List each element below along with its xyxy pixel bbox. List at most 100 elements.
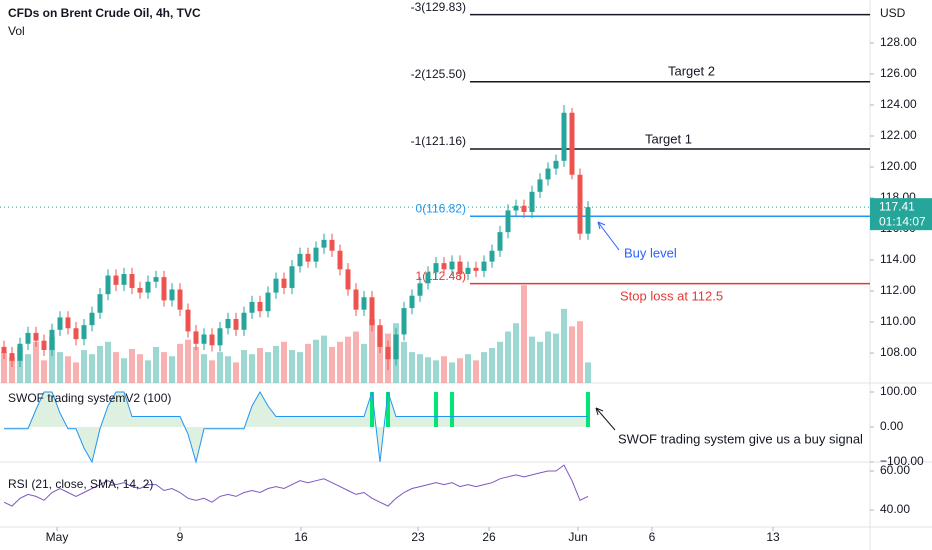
- volume-bar: [49, 336, 55, 383]
- volume-bar: [33, 341, 39, 383]
- candle-body: [273, 278, 279, 293]
- volume-bar: [401, 341, 407, 383]
- candle-body: [537, 179, 543, 192]
- y-tick-label: 114.00: [880, 252, 916, 266]
- volume-bar: [193, 346, 199, 383]
- candle-body: [521, 205, 527, 212]
- candle-body: [249, 301, 255, 313]
- x-tick-label: 13: [766, 530, 780, 544]
- volume-bar: [585, 362, 591, 383]
- candle-body: [529, 191, 535, 212]
- countdown-label: 01:14:07: [879, 214, 926, 228]
- x-tick-label: Jun: [568, 530, 587, 544]
- candle-body: [393, 334, 399, 360]
- currency-label: USD: [880, 6, 906, 20]
- indicator-line: [3, 464, 589, 507]
- level-label: -2(125.50): [411, 67, 466, 81]
- volume-bar: [505, 331, 511, 383]
- volume-bar: [161, 352, 167, 383]
- volume-bar: [185, 339, 191, 383]
- volume-bar: [305, 343, 311, 383]
- last-price-tag: [870, 198, 932, 231]
- volume-bar: [457, 358, 463, 383]
- volume-bar: [97, 345, 103, 383]
- volume-bar: [225, 356, 231, 383]
- level-label: -3(129.83): [411, 0, 466, 14]
- candle-body: [113, 275, 119, 285]
- x-tick-label: May: [46, 530, 69, 544]
- signal-bar: [386, 391, 390, 427]
- candle-body: [457, 261, 463, 274]
- chart-title: CFDs on Brent Crude Oil, 4h, TVC: [8, 6, 201, 20]
- volume-bar: [561, 308, 567, 383]
- volume-bar: [521, 285, 527, 383]
- volume-bar: [497, 341, 503, 383]
- candle-body: [513, 205, 519, 211]
- volume-bar: [217, 352, 223, 383]
- candle-body: [441, 263, 447, 270]
- volume-bar: [121, 358, 127, 383]
- candle-body: [361, 297, 367, 310]
- annotation: Target 2: [668, 63, 715, 78]
- volume-bar: [289, 350, 295, 383]
- candle-body: [193, 331, 199, 344]
- swof-title: SWOF trading systemV2 (100): [8, 391, 171, 405]
- x-tick-label: 16: [294, 530, 308, 544]
- candle-body: [145, 281, 151, 293]
- candle-body: [81, 325, 87, 340]
- volume-bar: [145, 360, 151, 383]
- signal-bar: [586, 391, 590, 427]
- volume-bar: [177, 343, 183, 383]
- y-tick-label: 108.00: [880, 345, 917, 359]
- volume-bar: [281, 341, 287, 383]
- volume-bar: [25, 354, 31, 383]
- buy-arrow-head: [597, 221, 606, 230]
- annotation: Target 1: [645, 131, 692, 146]
- candle-body: [89, 312, 95, 326]
- volume-bar: [473, 360, 479, 383]
- candle-body: [545, 168, 551, 180]
- candle-body: [169, 289, 175, 301]
- volume-bar: [73, 362, 79, 383]
- candle-body: [561, 112, 567, 161]
- candle-body: [105, 275, 111, 295]
- level-label: 0(116.82): [416, 201, 466, 215]
- candle-body: [465, 267, 471, 274]
- volume-bar: [529, 336, 535, 383]
- x-tick-label: 6: [649, 530, 656, 544]
- y-tick-label: −100.00: [880, 454, 924, 468]
- signal-bar: [370, 391, 374, 427]
- candle-body: [153, 277, 159, 282]
- volume-label: Vol: [8, 24, 25, 38]
- candle-body: [209, 334, 215, 346]
- candle-body: [577, 174, 583, 234]
- candle-body: [505, 210, 511, 233]
- volume-bar: [137, 354, 143, 383]
- candle-body: [553, 160, 559, 169]
- candle-body: [401, 308, 407, 335]
- y-tick-label: 122.00: [880, 128, 917, 142]
- candle-body: [345, 269, 351, 290]
- x-tick-label: 23: [411, 530, 425, 544]
- volume-bar: [337, 341, 343, 383]
- annotation: SWOF trading system give us a buy signal: [618, 431, 863, 446]
- volume-bar: [297, 352, 303, 383]
- buy-arrow: [597, 221, 620, 251]
- candle-body: [121, 273, 127, 285]
- candle-body: [65, 317, 71, 329]
- candle-body: [321, 239, 327, 248]
- volume-bar: [9, 357, 15, 383]
- candle-body: [137, 287, 143, 293]
- volume-bar: [569, 326, 575, 383]
- candle-body: [289, 266, 295, 288]
- candle-body: [353, 289, 359, 310]
- volume-bar: [209, 360, 215, 383]
- volume-bar: [153, 346, 159, 383]
- volume-bar: [417, 354, 423, 383]
- candle-body: [49, 329, 55, 350]
- volume-bar: [1, 352, 7, 383]
- volume-bar: [369, 319, 375, 383]
- candle-body: [585, 207, 591, 234]
- x-tick-label: 26: [482, 530, 496, 544]
